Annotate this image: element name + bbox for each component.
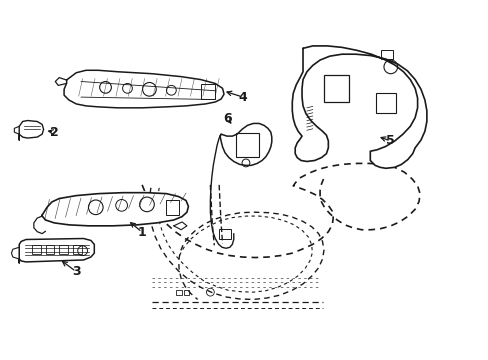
Bar xyxy=(375,93,395,113)
Polygon shape xyxy=(19,239,94,263)
Bar xyxy=(176,290,182,294)
Text: 2: 2 xyxy=(50,126,59,139)
Polygon shape xyxy=(292,46,426,168)
Bar xyxy=(219,229,231,239)
Bar xyxy=(32,245,41,254)
Bar xyxy=(183,290,188,294)
Polygon shape xyxy=(55,78,66,85)
Polygon shape xyxy=(42,193,188,226)
Bar xyxy=(59,245,68,254)
Text: 6: 6 xyxy=(223,112,231,125)
Polygon shape xyxy=(19,121,43,140)
Text: 5: 5 xyxy=(386,135,394,148)
Bar xyxy=(165,199,179,215)
Bar xyxy=(235,133,259,157)
Bar xyxy=(324,75,348,102)
Polygon shape xyxy=(220,123,271,165)
Bar xyxy=(380,50,392,59)
Bar xyxy=(200,84,215,99)
Bar xyxy=(73,245,81,254)
Text: 1: 1 xyxy=(138,226,146,239)
Text: 4: 4 xyxy=(238,91,247,104)
Polygon shape xyxy=(173,222,186,230)
Bar xyxy=(45,245,54,254)
Polygon shape xyxy=(64,70,224,108)
Text: 3: 3 xyxy=(72,265,81,278)
